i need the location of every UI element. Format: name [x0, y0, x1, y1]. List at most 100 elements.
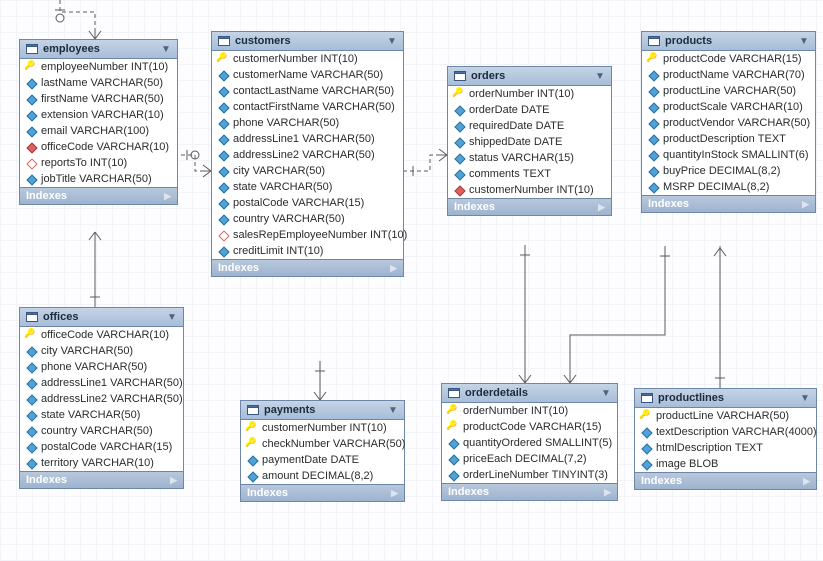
indexes-row[interactable]: Indexes▶ [442, 483, 617, 500]
table-header[interactable]: orders▼ [448, 67, 611, 86]
table-products[interactable]: products▼productCode VARCHAR(15)productN… [641, 31, 816, 213]
column-row[interactable]: customerName VARCHAR(50) [212, 67, 403, 83]
column-row[interactable]: addressLine1 VARCHAR(50) [212, 131, 403, 147]
column-row[interactable]: customerNumber INT(10) [448, 182, 611, 198]
column-row[interactable]: employeeNumber INT(10) [20, 59, 177, 75]
column-row[interactable]: creditLimit INT(10) [212, 243, 403, 259]
er-diagram-canvas[interactable]: employees▼employeeNumber INT(10)lastName… [0, 0, 823, 561]
table-header[interactable]: employees▼ [20, 40, 177, 59]
column-row[interactable]: addressLine1 VARCHAR(50) [20, 375, 183, 391]
column-row[interactable]: comments TEXT [448, 166, 611, 182]
expand-arrow-icon[interactable]: ▶ [802, 199, 809, 210]
collapse-arrow-icon[interactable]: ▼ [161, 44, 171, 55]
column-row[interactable]: productCode VARCHAR(15) [442, 419, 617, 435]
column-row[interactable]: orderDate DATE [448, 102, 611, 118]
column-row[interactable]: addressLine2 VARCHAR(50) [20, 391, 183, 407]
column-row[interactable]: phone VARCHAR(50) [212, 115, 403, 131]
column-row[interactable]: city VARCHAR(50) [20, 343, 183, 359]
column-row[interactable]: email VARCHAR(100) [20, 123, 177, 139]
indexes-row[interactable]: Indexes▶ [635, 472, 816, 489]
collapse-arrow-icon[interactable]: ▼ [167, 312, 177, 323]
column-row[interactable]: orderNumber INT(10) [442, 403, 617, 419]
column-row[interactable]: requiredDate DATE [448, 118, 611, 134]
column-row[interactable]: officeCode VARCHAR(10) [20, 139, 177, 155]
column-row[interactable]: buyPrice DECIMAL(8,2) [642, 163, 815, 179]
column-row[interactable]: productDescription TEXT [642, 131, 815, 147]
indexes-row[interactable]: Indexes▶ [20, 187, 177, 204]
column-row[interactable]: phone VARCHAR(50) [20, 359, 183, 375]
indexes-row[interactable]: Indexes▶ [448, 198, 611, 215]
indexes-row[interactable]: Indexes▶ [212, 259, 403, 276]
column-row[interactable]: productName VARCHAR(70) [642, 67, 815, 83]
column-row[interactable]: MSRP DECIMAL(8,2) [642, 179, 815, 195]
column-row[interactable]: image BLOB [635, 456, 816, 472]
column-row[interactable]: country VARCHAR(50) [212, 211, 403, 227]
table-header[interactable]: orderdetails▼ [442, 384, 617, 403]
column-row[interactable]: officeCode VARCHAR(10) [20, 327, 183, 343]
column-row[interactable]: territory VARCHAR(10) [20, 455, 183, 471]
column-row[interactable]: quantityOrdered SMALLINT(5) [442, 435, 617, 451]
column-row[interactable]: priceEach DECIMAL(7,2) [442, 451, 617, 467]
column-row[interactable]: textDescription VARCHAR(4000) [635, 424, 816, 440]
column-row[interactable]: productLine VARCHAR(50) [635, 408, 816, 424]
column-row[interactable]: firstName VARCHAR(50) [20, 91, 177, 107]
indexes-row[interactable]: Indexes▶ [241, 484, 404, 501]
table-header[interactable]: offices▼ [20, 308, 183, 327]
column-row[interactable]: shippedDate DATE [448, 134, 611, 150]
column-row[interactable]: productVendor VARCHAR(50) [642, 115, 815, 131]
column-row[interactable]: status VARCHAR(15) [448, 150, 611, 166]
column-row[interactable]: jobTitle VARCHAR(50) [20, 171, 177, 187]
expand-arrow-icon[interactable]: ▶ [390, 263, 397, 274]
indexes-row[interactable]: Indexes▶ [642, 195, 815, 212]
expand-arrow-icon[interactable]: ▶ [598, 202, 605, 213]
column-row[interactable]: quantityInStock SMALLINT(6) [642, 147, 815, 163]
column-row[interactable]: checkNumber VARCHAR(50) [241, 436, 404, 452]
table-orders[interactable]: orders▼orderNumber INT(10)orderDate DATE… [447, 66, 612, 216]
collapse-arrow-icon[interactable]: ▼ [799, 36, 809, 47]
collapse-arrow-icon[interactable]: ▼ [601, 388, 611, 399]
column-row[interactable]: orderNumber INT(10) [448, 86, 611, 102]
table-orderdetails[interactable]: orderdetails▼orderNumber INT(10)productC… [441, 383, 618, 501]
column-row[interactable]: postalCode VARCHAR(15) [20, 439, 183, 455]
table-header[interactable]: payments▼ [241, 401, 404, 420]
expand-arrow-icon[interactable]: ▶ [391, 488, 398, 499]
table-offices[interactable]: offices▼officeCode VARCHAR(10)city VARCH… [19, 307, 184, 489]
table-customers[interactable]: customers▼customerNumber INT(10)customer… [211, 31, 404, 277]
indexes-row[interactable]: Indexes▶ [20, 471, 183, 488]
collapse-arrow-icon[interactable]: ▼ [800, 393, 810, 404]
expand-arrow-icon[interactable]: ▶ [170, 475, 177, 486]
table-header[interactable]: products▼ [642, 32, 815, 51]
table-header[interactable]: productlines▼ [635, 389, 816, 408]
column-row[interactable]: orderLineNumber TINYINT(3) [442, 467, 617, 483]
column-row[interactable]: amount DECIMAL(8,2) [241, 468, 404, 484]
expand-arrow-icon[interactable]: ▶ [604, 487, 611, 498]
collapse-arrow-icon[interactable]: ▼ [387, 36, 397, 47]
column-row[interactable]: htmlDescription TEXT [635, 440, 816, 456]
column-row[interactable]: extension VARCHAR(10) [20, 107, 177, 123]
column-row[interactable]: customerNumber INT(10) [241, 420, 404, 436]
column-row[interactable]: state VARCHAR(50) [20, 407, 183, 423]
column-row[interactable]: lastName VARCHAR(50) [20, 75, 177, 91]
column-row[interactable]: salesRepEmployeeNumber INT(10) [212, 227, 403, 243]
table-header[interactable]: customers▼ [212, 32, 403, 51]
column-row[interactable]: productCode VARCHAR(15) [642, 51, 815, 67]
expand-arrow-icon[interactable]: ▶ [164, 191, 171, 202]
column-row[interactable]: city VARCHAR(50) [212, 163, 403, 179]
column-row[interactable]: paymentDate DATE [241, 452, 404, 468]
column-row[interactable]: productScale VARCHAR(10) [642, 99, 815, 115]
table-employees[interactable]: employees▼employeeNumber INT(10)lastName… [19, 39, 178, 205]
column-row[interactable]: country VARCHAR(50) [20, 423, 183, 439]
column-row[interactable]: contactLastName VARCHAR(50) [212, 83, 403, 99]
column-row[interactable]: addressLine2 VARCHAR(50) [212, 147, 403, 163]
collapse-arrow-icon[interactable]: ▼ [388, 405, 398, 416]
column-row[interactable]: contactFirstName VARCHAR(50) [212, 99, 403, 115]
column-row[interactable]: productLine VARCHAR(50) [642, 83, 815, 99]
column-row[interactable]: customerNumber INT(10) [212, 51, 403, 67]
table-payments[interactable]: payments▼customerNumber INT(10)checkNumb… [240, 400, 405, 502]
expand-arrow-icon[interactable]: ▶ [803, 476, 810, 487]
table-productlines[interactable]: productlines▼productLine VARCHAR(50)text… [634, 388, 817, 490]
column-row[interactable]: state VARCHAR(50) [212, 179, 403, 195]
column-row[interactable]: reportsTo INT(10) [20, 155, 177, 171]
column-row[interactable]: postalCode VARCHAR(15) [212, 195, 403, 211]
collapse-arrow-icon[interactable]: ▼ [595, 71, 605, 82]
